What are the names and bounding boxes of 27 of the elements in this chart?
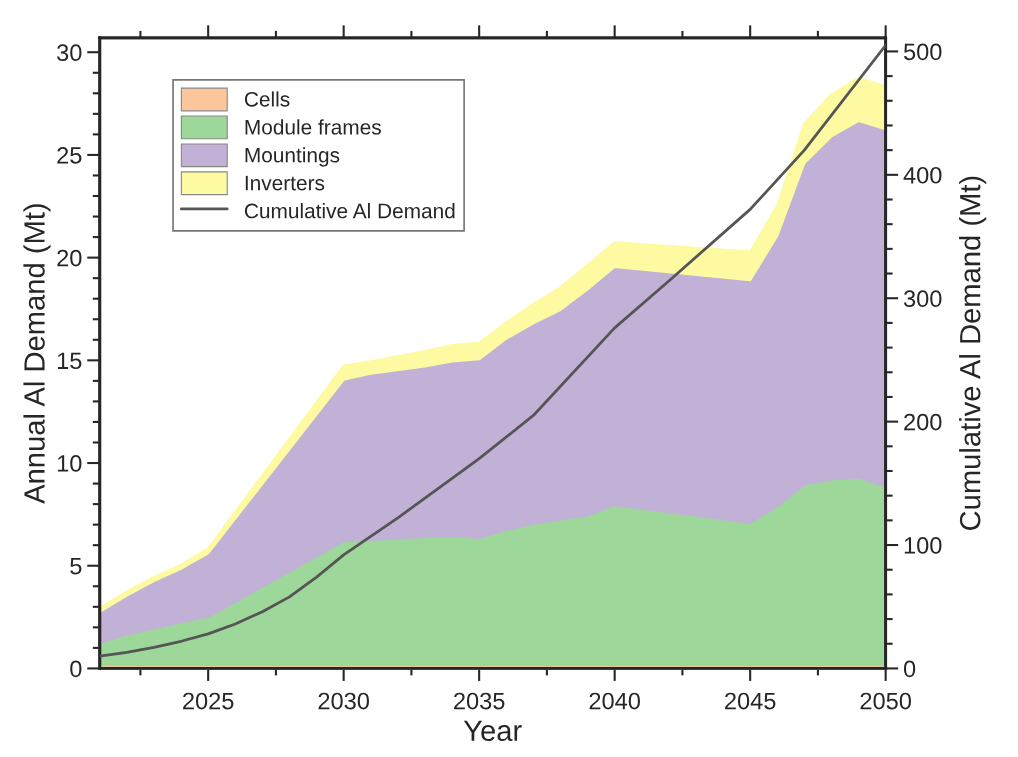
y2-axis-title: Cumulative Al Demand (Mt) xyxy=(959,176,987,530)
legend-label: Cumulative Al Demand xyxy=(244,203,455,219)
y2-tick-label: 500 xyxy=(903,43,942,61)
legend-label: Mountings xyxy=(245,147,340,167)
legend-label: Inverters xyxy=(245,175,325,191)
x-tick-label: 2030 xyxy=(318,692,369,710)
legend-label: Cells xyxy=(244,91,290,107)
x-tick-label: 2025 xyxy=(183,692,234,710)
y-axis-title: Annual Al Demand (Mt) xyxy=(23,204,51,504)
y-tick-label: 0 xyxy=(70,660,82,678)
x-tick-label: 2040 xyxy=(589,692,640,710)
legend-label: Module frames xyxy=(245,119,381,135)
x-tick-label: 2035 xyxy=(454,692,505,710)
y-tick-label: 10 xyxy=(57,455,82,472)
x-tick-label: 2050 xyxy=(860,692,911,710)
y2-tick-label: 400 xyxy=(903,166,942,184)
y-tick-label: 20 xyxy=(57,249,82,267)
y-tick-label: 5 xyxy=(70,558,82,575)
y2-tick-label: 0 xyxy=(903,660,916,678)
y-tick-label: 30 xyxy=(57,44,82,62)
y-tick-label: 25 xyxy=(57,147,82,164)
y2-tick-label: 100 xyxy=(904,537,942,554)
y2-tick-label: 300 xyxy=(903,290,942,308)
x-tick-label: 2045 xyxy=(725,692,776,710)
y2-tick-label: 200 xyxy=(904,413,942,431)
x-axis-title: Year xyxy=(463,720,522,742)
y-tick-label: 15 xyxy=(57,352,82,370)
